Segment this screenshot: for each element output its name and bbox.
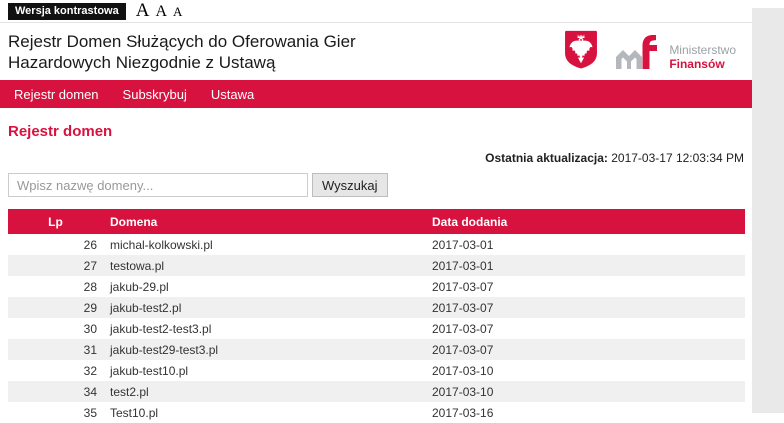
main-navigation: Rejestr domen Subskrybuj Ustawa — [0, 80, 752, 108]
contrast-version-button[interactable]: Wersja kontrastowa — [8, 2, 126, 20]
page-background-strip — [752, 8, 784, 413]
site-header: Rejestr Domen Służących do Oferowania Gi… — [0, 23, 752, 80]
cell-lp: 27 — [83, 258, 97, 273]
table-row: 29 jakub-test2.pl 2017-03-07 — [8, 297, 745, 318]
cell-lp: 29 — [83, 300, 97, 315]
search-row: Wyszukaj — [8, 173, 744, 197]
page-viewport: Wersja kontrastowa A A A Rejestr Domen S… — [0, 0, 752, 423]
table-row: 30 jakub-test2-test3.pl 2017-03-07 — [8, 318, 745, 339]
cell-lp: 31 — [83, 342, 97, 357]
table-row: 27 testowa.pl 2017-03-01 — [8, 255, 745, 276]
page-title-line2: Hazardowych Niezgodnie z Ustawą — [8, 52, 276, 72]
table-row: 34 test2.pl 2017-03-10 — [8, 381, 745, 402]
domain-register-table: Lp Domena Data dodania 26 michal-kolkows… — [8, 209, 745, 423]
cell-domena: testowa.pl — [110, 258, 165, 273]
cell-lp: 34 — [83, 384, 97, 399]
page-title: Rejestr Domen Służących do Oferowania Gi… — [8, 31, 563, 73]
table-row: 28 jakub-29.pl 2017-03-07 — [8, 276, 745, 297]
cell-domena: jakub-test2-test3.pl — [110, 321, 212, 336]
font-size-controls: A A A — [136, 0, 183, 22]
page-title-line1: Rejestr Domen Służących do Oferowania Gi… — [8, 31, 356, 51]
table-row: 26 michal-kolkowski.pl 2017-03-01 — [8, 234, 745, 255]
cell-lp: 26 — [83, 237, 97, 252]
last-update: Ostatnia aktualizacja: 2017-03-17 12:03:… — [8, 151, 744, 165]
ministry-name: Ministerstwo Finansów — [669, 43, 736, 71]
cell-data-dodania: 2017-03-07 — [432, 279, 494, 294]
table-header: Lp Domena Data dodania — [8, 209, 745, 234]
cell-domena: jakub-test10.pl — [110, 363, 189, 378]
cell-domena: michal-kolkowski.pl — [110, 237, 213, 252]
main-content: Rejestr domen Ostatnia aktualizacja: 201… — [0, 123, 752, 423]
font-size-small-button[interactable]: A — [173, 4, 183, 19]
cell-data-dodania: 2017-03-07 — [432, 300, 494, 315]
search-button[interactable]: Wyszukaj — [312, 173, 388, 197]
column-header-lp: Lp — [8, 209, 103, 234]
section-heading: Rejestr domen — [8, 123, 113, 140]
cell-data-dodania: 2017-03-07 — [432, 342, 494, 357]
column-header-data-dodania: Data dodania — [428, 209, 745, 234]
cell-data-dodania: 2017-03-01 — [432, 237, 494, 252]
ministry-name-line1: Ministerstwo — [669, 42, 736, 57]
last-update-value: 2017-03-17 12:03:34 PM — [611, 151, 744, 165]
cell-lp: 28 — [83, 279, 97, 294]
accessibility-bar: Wersja kontrastowa A A A — [0, 0, 752, 23]
domain-search-input[interactable] — [8, 173, 308, 197]
ministry-name-line2: Finansów — [669, 56, 725, 71]
table-row: 31 jakub-test29-test3.pl 2017-03-07 — [8, 339, 745, 360]
cell-data-dodania: 2017-03-10 — [432, 363, 494, 378]
last-update-label: Ostatnia aktualizacja: — [485, 151, 608, 165]
ministry-of-finance-logo: Ministerstwo Finansów — [615, 33, 736, 71]
cell-domena: jakub-test2.pl — [110, 300, 182, 315]
cell-data-dodania: 2017-03-10 — [432, 384, 494, 399]
cell-domena: jakub-29.pl — [110, 279, 169, 294]
font-size-large-button[interactable]: A — [135, 0, 150, 21]
cell-lp: 32 — [83, 363, 97, 378]
cell-domena: test2.pl — [110, 384, 149, 399]
column-header-domena: Domena — [103, 209, 428, 234]
cell-lp: 30 — [83, 321, 97, 336]
header-logos: Ministerstwo Finansów — [563, 30, 744, 74]
table-body: 26 michal-kolkowski.pl 2017-03-01 27 tes… — [8, 234, 745, 423]
cell-data-dodania: 2017-03-07 — [432, 321, 494, 336]
nav-item-ustawa[interactable]: Ustawa — [210, 86, 255, 102]
font-size-medium-button[interactable]: A — [155, 3, 168, 20]
nav-item-rejestr-domen[interactable]: Rejestr domen — [14, 86, 99, 102]
cell-data-dodania: 2017-03-01 — [432, 258, 494, 273]
cell-domena: jakub-test29-test3.pl — [110, 342, 219, 357]
poland-coat-of-arms-icon — [563, 30, 599, 74]
nav-item-subskrybuj[interactable]: Subskrybuj — [122, 86, 187, 102]
table-row: 32 jakub-test10.pl 2017-03-10 — [8, 360, 745, 381]
